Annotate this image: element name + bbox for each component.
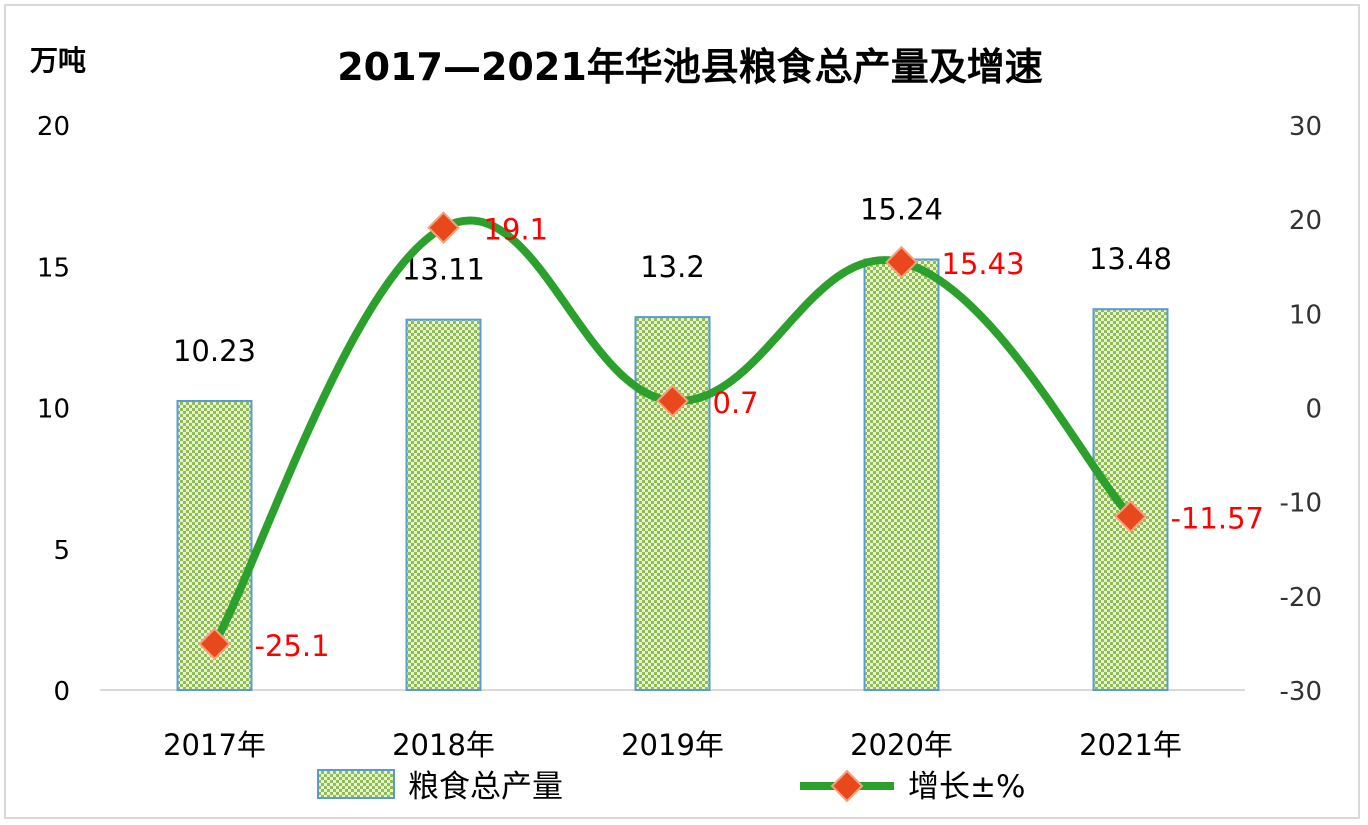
category-label: 2020年 bbox=[850, 728, 953, 762]
legend-bar-label: 粮食总产量 bbox=[408, 769, 563, 805]
growth-value-labels: -25.1 19.1 0.7 15.43 -11.57 bbox=[255, 213, 1265, 663]
growth-marker bbox=[427, 211, 460, 245]
category-label: 2019年 bbox=[621, 728, 724, 762]
bar-value-labels: 10.23 13.11 13.2 15.24 13.48 bbox=[173, 192, 1172, 368]
bar-series bbox=[176, 258, 1169, 691]
left-axis-ticks: 0 5 10 15 20 bbox=[37, 112, 70, 707]
bar-value-label: 13.2 bbox=[640, 250, 705, 284]
left-tick-label: 20 bbox=[37, 112, 70, 142]
growth-value-label: -11.57 bbox=[1171, 501, 1265, 535]
bar-value-label: 15.24 bbox=[860, 192, 943, 226]
right-axis-ticks: -30 -20 -10 0 10 20 30 bbox=[1280, 112, 1322, 707]
growth-marker bbox=[885, 245, 918, 279]
right-tick-label: 30 bbox=[1289, 112, 1322, 142]
legend-line-label: 增长±% bbox=[908, 769, 1025, 805]
left-tick-label: 15 bbox=[37, 253, 70, 283]
growth-value-label: -25.1 bbox=[255, 629, 330, 663]
bar bbox=[405, 318, 482, 691]
bar-value-label: 13.48 bbox=[1089, 242, 1172, 276]
right-tick-label: -10 bbox=[1280, 489, 1322, 519]
growth-value-label: 15.43 bbox=[942, 247, 1025, 281]
legend: 粮食总产量 增长±% bbox=[317, 769, 1025, 805]
bar-value-label: 10.23 bbox=[173, 334, 256, 368]
growth-marker bbox=[656, 384, 689, 418]
growth-markers bbox=[198, 211, 1147, 661]
growth-value-label: 19.1 bbox=[484, 213, 549, 247]
category-label: 2017年 bbox=[163, 728, 266, 762]
right-tick-label: -30 bbox=[1280, 677, 1322, 707]
category-label: 2021年 bbox=[1079, 728, 1182, 762]
legend-bar-swatch bbox=[317, 769, 395, 799]
growth-marker bbox=[198, 627, 231, 661]
left-tick-label: 10 bbox=[37, 395, 70, 425]
right-tick-label: -20 bbox=[1280, 583, 1322, 613]
bar bbox=[634, 316, 711, 691]
left-tick-label: 0 bbox=[53, 677, 70, 707]
right-tick-label: 10 bbox=[1289, 300, 1322, 330]
growth-value-label: 0.7 bbox=[713, 386, 759, 420]
bar bbox=[1092, 308, 1169, 691]
right-tick-label: 20 bbox=[1289, 206, 1322, 236]
bar-value-label: 13.11 bbox=[402, 253, 485, 287]
left-axis-unit: 万吨 bbox=[30, 44, 86, 77]
chart-frame bbox=[4, 4, 1360, 819]
category-labels: 2017年 2018年 2019年 2020年 2021年 bbox=[163, 728, 1182, 762]
chart-title: 2017—2021年华池县粮食总产量及增速 bbox=[337, 45, 1043, 89]
bar bbox=[863, 258, 940, 691]
growth-marker bbox=[1114, 500, 1147, 533]
category-label: 2018年 bbox=[392, 728, 495, 762]
left-tick-label: 5 bbox=[53, 536, 70, 566]
legend-marker-swatch bbox=[830, 769, 864, 803]
right-tick-label: 0 bbox=[1305, 395, 1322, 425]
